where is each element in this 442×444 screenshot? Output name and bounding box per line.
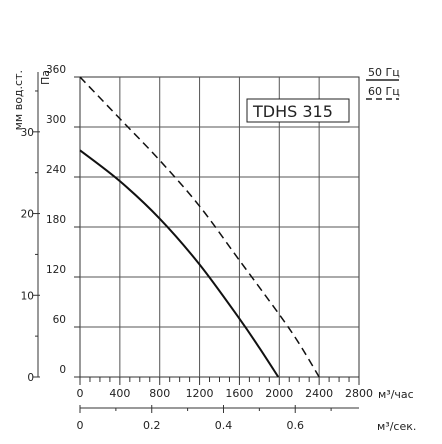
x-tick-label: 2800	[345, 387, 373, 400]
chart-title-box: TDHS 315	[246, 98, 350, 123]
x-tick-label: 2000	[265, 387, 293, 400]
x2-tick-label: 0.4	[215, 419, 233, 432]
y-axis-label-mm: мм вод.ст.	[12, 70, 25, 130]
axes: 0 400 800 1200 1600 2000 2400 28000601201802403…	[21, 64, 373, 432]
curve-50hz	[79, 149, 280, 378]
legend: 50 Гц 60 Гц	[366, 66, 400, 100]
x2-tick-label: 0.2	[143, 419, 161, 432]
y-tick-label: 0	[59, 364, 66, 376]
chart-title: TDHS 315	[252, 102, 333, 121]
y-tick-label: 360	[46, 64, 66, 76]
curve-60hz	[79, 76, 320, 378]
y2-tick-label: 20	[21, 209, 34, 221]
x-tick-label: 2400	[305, 387, 333, 400]
x-tick-label: 800	[149, 387, 170, 400]
x2-tick-label: 0.6	[286, 419, 304, 432]
y-tick-label: 240	[46, 164, 66, 176]
legend-label-60hz: 60 Гц	[368, 85, 400, 98]
y-axis-label-pa: Па	[39, 70, 52, 85]
series	[79, 76, 320, 378]
y-tick-label: 180	[46, 214, 66, 226]
x-tick-label: 1200	[186, 387, 214, 400]
y2-tick-label: 10	[21, 290, 34, 302]
x2-tick-label: 0	[77, 419, 84, 432]
y2-tick-label: 0	[27, 372, 34, 384]
y2-tick-label: 30	[21, 127, 34, 139]
x-tick-label: 400	[109, 387, 130, 400]
x-tick-label: 0	[77, 387, 84, 400]
y-tick-label: 300	[46, 114, 66, 126]
x-axis-label-m3h: м³/час	[378, 388, 414, 401]
x-axis-label-m3s: м³/сек.	[377, 420, 416, 433]
x-tick-label: 1600	[225, 387, 253, 400]
legend-label-50hz: 50 Гц	[368, 66, 400, 79]
y-tick-label: 60	[53, 314, 66, 326]
y-tick-label: 120	[46, 264, 66, 276]
